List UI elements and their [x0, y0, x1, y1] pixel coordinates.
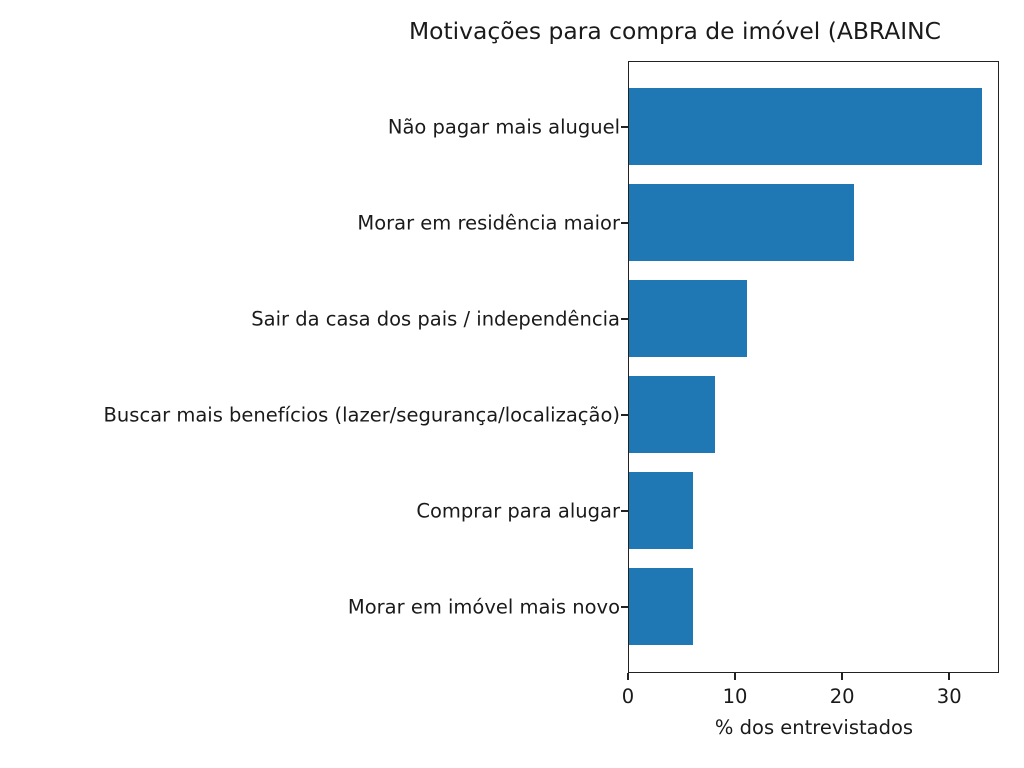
x-axis-label: % dos entrevistados — [714, 716, 914, 739]
y-tick-label: Buscar mais benefícios (lazer/segurança/… — [103, 403, 620, 427]
y-tick-label: Sair da casa dos pais / independência — [251, 307, 620, 331]
y-tick-mark — [621, 510, 628, 512]
y-tick-label: Não pagar mais aluguel — [387, 115, 620, 139]
x-tick-mark — [841, 673, 843, 680]
x-tick-label: 0 — [621, 685, 635, 708]
bar — [629, 567, 694, 645]
y-tick-label: Morar em imóvel mais novo — [347, 595, 620, 619]
x-tick-label: 10 — [722, 685, 748, 708]
y-tick-mark — [621, 126, 628, 128]
x-tick-mark — [948, 673, 950, 680]
x-tick-label: 30 — [936, 685, 962, 708]
x-tick-label: 20 — [829, 685, 855, 708]
x-tick-mark — [734, 673, 736, 680]
y-tick-label: Morar em residência maior — [357, 211, 620, 235]
bar — [629, 376, 715, 453]
chart-title: Motivações para compra de imóvel (ABRAIN… — [409, 17, 941, 45]
bar — [629, 88, 983, 166]
y-tick-label: Comprar para alugar — [416, 499, 620, 523]
y-tick-mark — [621, 606, 628, 608]
x-tick-mark — [627, 673, 629, 680]
plot-area — [628, 61, 999, 673]
y-tick-mark — [621, 414, 628, 416]
y-tick-mark — [621, 222, 628, 224]
bar — [629, 280, 747, 357]
y-tick-mark — [621, 318, 628, 320]
bar — [629, 472, 694, 549]
bar — [629, 184, 854, 261]
